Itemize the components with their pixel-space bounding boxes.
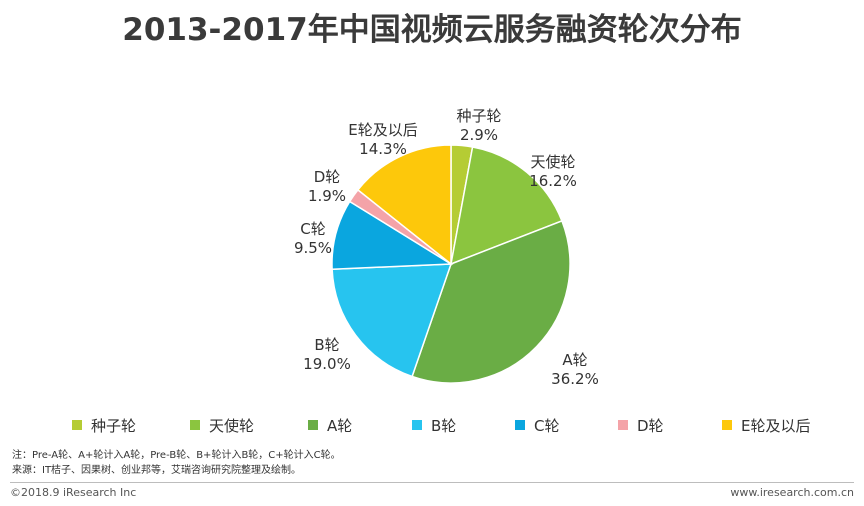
legend-swatch-c	[515, 420, 525, 430]
chart-notes: 注：Pre-A轮、A+轮计入A轮，Pre-B轮、B+轮计入B轮，C+轮计入C轮。…	[12, 448, 341, 478]
footer-website[interactable]: www.iresearch.com.cn	[730, 486, 854, 499]
pie-slice-e	[356, 144, 452, 266]
legend-item-seed: 种子轮	[72, 415, 190, 436]
slice-value-c: 9.5%	[294, 239, 332, 257]
pie-slice-a	[411, 219, 571, 384]
slice-label-e: E轮及以后	[348, 121, 417, 139]
legend-item-c: C轮	[515, 415, 618, 436]
legend-swatch-e	[722, 420, 732, 430]
legend-item-d: D轮	[618, 415, 722, 436]
pie-slice-angel	[450, 146, 563, 266]
legend-swatch-b	[412, 420, 422, 430]
legend-label-a: A轮	[327, 416, 353, 435]
slice-label-c: C轮	[300, 220, 325, 238]
footer-divider	[10, 482, 854, 483]
slice-label-a: A轮	[562, 351, 587, 369]
legend-item-e: E轮及以后	[722, 415, 810, 436]
slice-value-e: 14.3%	[359, 140, 407, 158]
legend-item-a: A轮	[308, 415, 412, 436]
slice-label-b: B轮	[314, 336, 339, 354]
legend-label-c: C轮	[534, 416, 560, 435]
legend-label-seed: 种子轮	[91, 416, 137, 435]
legend-swatch-seed	[72, 420, 82, 430]
slice-label-angel: 天使轮	[530, 153, 575, 171]
slice-value-angel: 16.2%	[529, 172, 577, 190]
legend-item-b: B轮	[412, 415, 515, 436]
legend-swatch-angel	[190, 420, 200, 430]
footer-copyright: ©2018.9 iResearch Inc	[10, 486, 137, 499]
slice-value-d: 1.9%	[308, 187, 346, 205]
slice-label-seed: 种子轮	[456, 107, 501, 125]
slice-value-a: 36.2%	[551, 370, 599, 388]
slice-value-seed: 2.9%	[460, 126, 498, 144]
legend-label-d: D轮	[637, 416, 664, 435]
chart-legend: 种子轮 天使轮 A轮 B轮 C轮 D轮 E轮及以后	[72, 414, 810, 436]
chart-title: 2013-2017年中国视频云服务融资轮次分布	[122, 12, 742, 48]
slice-value-b: 19.0%	[303, 355, 351, 373]
legend-swatch-a	[308, 420, 318, 430]
legend-swatch-d	[618, 420, 628, 430]
legend-label-b: B轮	[431, 416, 457, 435]
legend-item-angel: 天使轮	[190, 415, 308, 436]
legend-label-e: E轮及以后	[741, 416, 811, 435]
legend-label-angel: 天使轮	[209, 416, 255, 435]
note-line: 注：Pre-A轮、A+轮计入A轮，Pre-B轮、B+轮计入B轮，C+轮计入C轮。	[12, 450, 341, 461]
slice-label-d: D轮	[314, 168, 341, 186]
pie-slice-b	[331, 263, 453, 378]
source-line: 来源：IT桔子、因果树、创业邦等，艾瑞咨询研究院整理及绘制。	[12, 465, 302, 476]
